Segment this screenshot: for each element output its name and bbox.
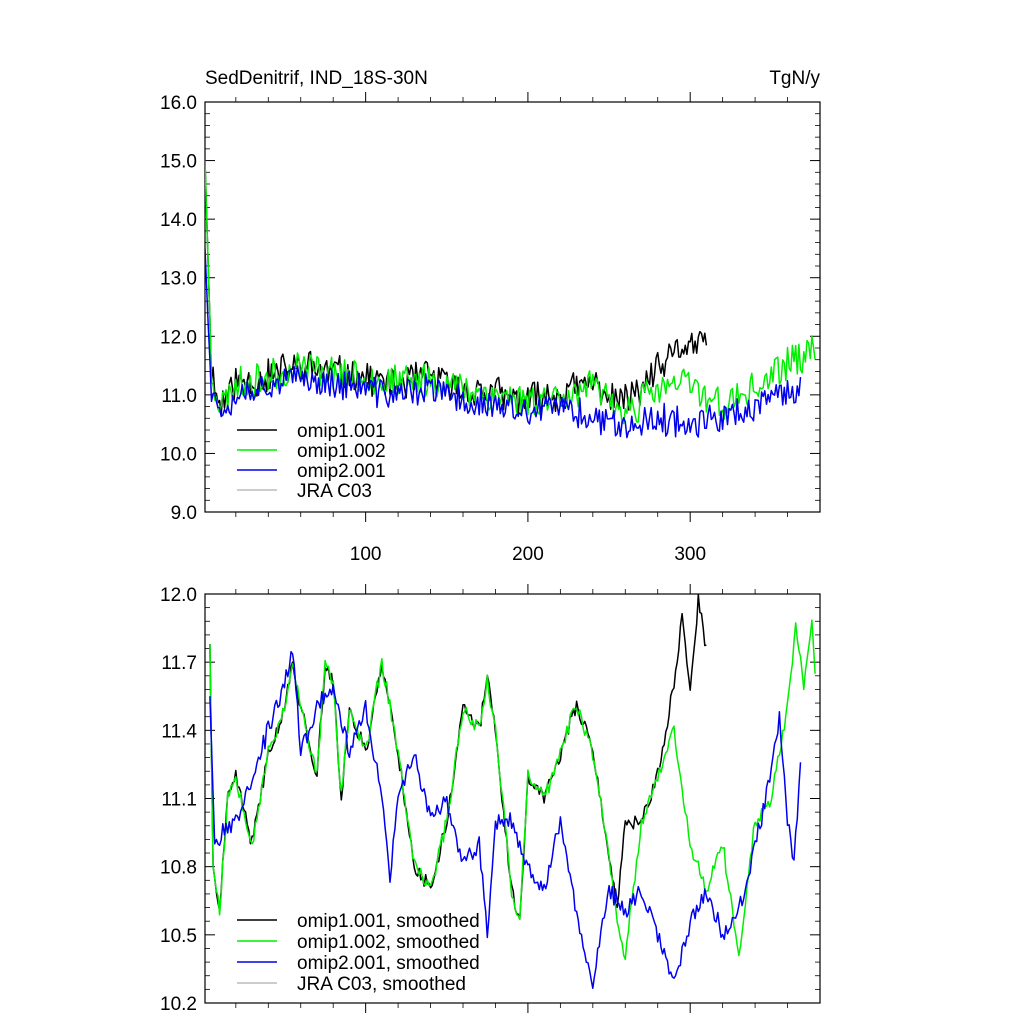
- top-y-tick-label: 15.0: [160, 152, 197, 173]
- bottom-legend-label: omip1.002, smoothed: [297, 932, 480, 953]
- top-panel-title: SedDenitrif, IND_18S-30N: [205, 68, 428, 89]
- top-y-tick-label: 10.0: [160, 444, 197, 465]
- top-y-tick-label: 13.0: [160, 269, 197, 290]
- top-y-tick-label: 9.0: [171, 503, 197, 524]
- top-legend-label: JRA C03: [297, 481, 372, 502]
- top-x-tick-label: 100: [350, 544, 382, 565]
- bottom-y-tick-label: 10.5: [160, 926, 197, 947]
- top-panel-units: TgN/y: [769, 68, 820, 89]
- bottom-y-tick-label: 11.4: [161, 721, 197, 742]
- top-y-tick-label: 16.0: [160, 93, 197, 114]
- top-y-tick-label: 12.0: [160, 327, 197, 348]
- bottom-y-tick-label: 10.8: [160, 858, 197, 879]
- top-legend-label: omip2.001: [297, 461, 386, 482]
- top-y-tick-label: 11.0: [161, 386, 197, 407]
- bottom-y-tick-label: 12.0: [160, 585, 197, 606]
- top-series-line-omip2-001: [205, 248, 802, 439]
- top-y-tick-label: 14.0: [160, 210, 197, 231]
- bottom-legend-label: omip1.001, smoothed: [297, 911, 480, 932]
- bottom-y-tick-label: 11.7: [161, 653, 197, 674]
- top-legend-label: omip1.001: [297, 421, 386, 442]
- bottom-series-line-omip2-001-smoothed: [209, 650, 802, 990]
- bottom-y-tick-label: 11.1: [161, 790, 197, 811]
- bottom-series-line-omip1-002-smoothed: [209, 619, 816, 961]
- bottom-legend-label: omip2.001, smoothed: [297, 953, 480, 974]
- top-panel: SedDenitrif, IND_18S-30N TgN/y 9.0 10.0 11…: [160, 68, 821, 565]
- bottom-panel: 10.2 10.5 10.8 11.1 11.4 11.7 12.0 omip1.001, s…: [160, 584, 821, 1015]
- top-x-tick-label: 300: [674, 544, 706, 565]
- top-plot-frame: [204, 101, 821, 513]
- bottom-series-line-omip1-001-smoothed: [209, 594, 707, 920]
- top-legend-label: omip1.002: [297, 441, 386, 462]
- top-x-tick-label: 200: [512, 544, 544, 565]
- bottom-legend-label: JRA C03, smoothed: [297, 974, 466, 995]
- bottom-y-tick-label: 10.2: [160, 994, 197, 1015]
- top-series-line-omip1-002: [205, 160, 816, 425]
